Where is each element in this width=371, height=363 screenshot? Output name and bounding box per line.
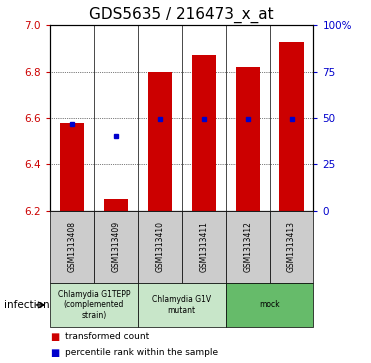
Bar <box>226 211 270 283</box>
Text: GSM1313409: GSM1313409 <box>111 221 121 272</box>
Bar <box>138 283 226 327</box>
Bar <box>94 211 138 283</box>
Bar <box>138 211 182 283</box>
Bar <box>50 211 94 283</box>
Text: mock: mock <box>259 301 280 309</box>
Text: Chlamydia G1V
mutant: Chlamydia G1V mutant <box>152 295 211 315</box>
Bar <box>182 211 226 283</box>
Bar <box>270 211 313 283</box>
Text: GSM1313412: GSM1313412 <box>243 221 252 272</box>
Bar <box>192 56 216 211</box>
Bar <box>104 199 128 211</box>
Title: GDS5635 / 216473_x_at: GDS5635 / 216473_x_at <box>89 7 274 23</box>
Bar <box>226 283 313 327</box>
Bar <box>50 283 138 327</box>
Text: ■: ■ <box>50 332 59 342</box>
Bar <box>60 123 84 211</box>
Text: GSM1313408: GSM1313408 <box>68 221 76 272</box>
Text: GSM1313410: GSM1313410 <box>155 221 164 272</box>
Bar <box>148 72 172 211</box>
Text: GSM1313413: GSM1313413 <box>287 221 296 272</box>
Text: Chlamydia G1TEPP
(complemented
strain): Chlamydia G1TEPP (complemented strain) <box>58 290 130 320</box>
Bar <box>236 67 260 211</box>
Text: ■: ■ <box>50 348 59 358</box>
Text: GSM1313411: GSM1313411 <box>199 221 208 272</box>
Text: infection: infection <box>4 300 49 310</box>
Text: transformed count: transformed count <box>65 333 149 341</box>
Text: percentile rank within the sample: percentile rank within the sample <box>65 348 218 357</box>
Bar <box>279 42 303 211</box>
